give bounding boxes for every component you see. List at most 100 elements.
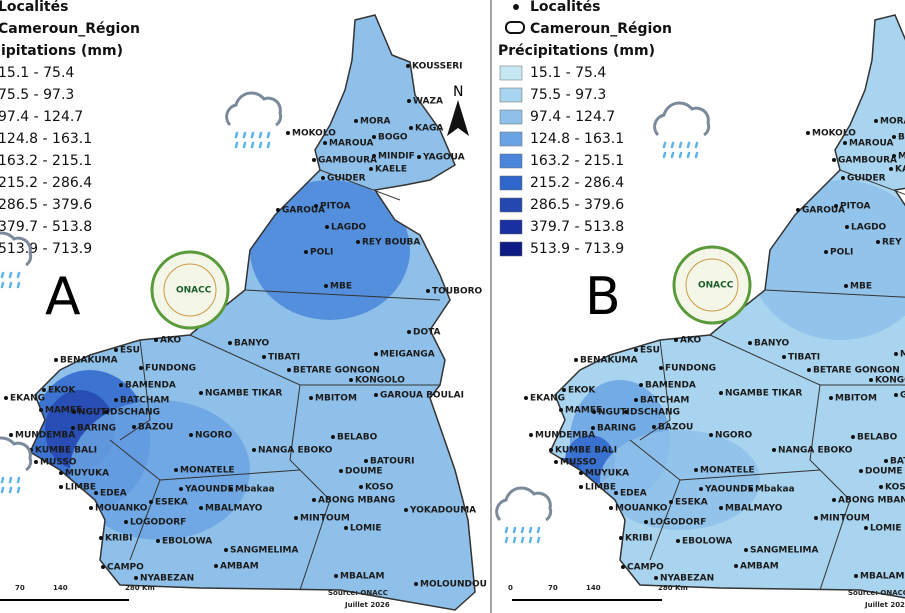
locality-dot — [287, 368, 291, 372]
locality-dot — [132, 425, 136, 429]
locality-dot — [34, 460, 38, 464]
source-label: Source: ONACC — [328, 589, 388, 597]
locality-label: KRIBI — [625, 534, 652, 544]
locality-label: EKOK — [568, 386, 596, 396]
region-symbol — [505, 21, 525, 34]
locality-label: DOUME — [345, 467, 383, 477]
locality-dot — [325, 225, 329, 229]
locality-label: PITOA — [320, 202, 350, 212]
locality-label: BANYO — [234, 339, 270, 349]
legend-regions: Cameroun_Région — [530, 21, 672, 37]
rain-drop — [16, 281, 21, 289]
region-border — [639, 339, 671, 441]
locality-dot — [734, 564, 738, 568]
locality-dot — [559, 408, 563, 412]
locality-dot — [609, 506, 613, 510]
legend-label: 513.9 - 713.9 — [530, 241, 624, 257]
locality-dot — [562, 388, 566, 392]
scale-label: 280 Km — [658, 584, 688, 592]
locality-dot — [876, 240, 880, 244]
legend-label: 75.5 - 97.3 — [530, 87, 606, 103]
rain-drop — [528, 536, 533, 544]
rain-drop — [694, 151, 699, 159]
panel-b: KOUSSERIWAZAMORAKAGAMOKOLOMAROUABOGOMIND… — [495, 0, 905, 611]
locality-dot — [344, 526, 348, 530]
locality-label: WAZA — [413, 97, 443, 107]
locality-label: MBE — [330, 282, 352, 292]
legend-label: 163.2 - 215.1 — [0, 153, 92, 169]
locality-label: KOSO — [365, 483, 394, 493]
locality-dot — [845, 225, 849, 229]
legend-label: 97.4 - 124.7 — [0, 109, 83, 125]
rain-drop — [694, 141, 699, 149]
locality-label: MBITOM — [835, 394, 877, 404]
locality-dot — [321, 176, 325, 180]
scale-label: 70 — [548, 584, 558, 592]
locality-dot — [814, 516, 818, 520]
locality-dot — [409, 126, 413, 130]
locality-label: MOUANKO — [95, 504, 148, 514]
locality-label: MORA — [360, 117, 391, 127]
locality-dot — [262, 355, 266, 359]
locality-dot — [524, 396, 528, 400]
locality-dot — [349, 378, 353, 382]
rain-drop — [0, 486, 5, 494]
locality-label: MEIGANGA — [900, 350, 905, 360]
legend-localities: Localités — [0, 0, 68, 15]
locality-label: BENAKUMA — [60, 356, 118, 366]
rain-drop — [0, 271, 5, 279]
locality-dot — [892, 135, 896, 139]
locality-label: MUYUKA — [65, 469, 109, 479]
rain-drop — [504, 526, 509, 534]
date-label: Juillet 2026 — [864, 601, 905, 609]
locality-label: GAROUA BOULAI — [380, 391, 464, 401]
locality-dot — [748, 341, 752, 345]
locality-label: AMBAM — [220, 562, 259, 572]
locality-dot — [744, 548, 748, 552]
locality-dot — [894, 352, 898, 356]
locality-dot — [114, 398, 118, 402]
rain-cloud — [225, 91, 283, 127]
locality-dot — [574, 358, 578, 362]
logo — [150, 250, 230, 330]
rain-drop — [234, 131, 239, 139]
locality-label: BANYO — [754, 339, 790, 349]
locality-dot — [309, 396, 313, 400]
locality-label: KOSO — [885, 483, 905, 493]
locality-dot — [864, 526, 868, 530]
locality-label: DOUME — [865, 467, 903, 477]
region-border — [679, 469, 821, 481]
locality-label: GAROUA — [282, 206, 325, 216]
locality-dot — [304, 250, 308, 254]
locality-label: MAROUA — [849, 139, 894, 149]
locality-label: MUYUKA — [585, 469, 629, 479]
locality-dot — [252, 448, 256, 452]
locality-dot — [869, 378, 873, 382]
locality-label: PITOA — [840, 202, 870, 212]
locality-label: BARING — [77, 424, 116, 434]
logo-text: ONACC — [176, 286, 212, 296]
locality-label: YAGOUA — [422, 153, 465, 163]
locality-dot — [719, 506, 723, 510]
locality-dot — [851, 435, 855, 439]
locality-label: EDEA — [100, 489, 127, 499]
scale-label: 70 — [15, 584, 25, 592]
rain-drop — [8, 486, 13, 494]
locality-label: BATOURI — [370, 457, 415, 467]
locality-label: NANGA EBOKO — [258, 446, 333, 456]
locality-dot — [359, 485, 363, 489]
locality-dot — [579, 471, 583, 475]
locality-dot — [832, 498, 836, 502]
locality-dot — [634, 348, 638, 352]
locality-label: LOMIE — [870, 524, 902, 534]
locality-label: KUMBE BALI — [35, 446, 97, 456]
locality-dot — [407, 330, 411, 334]
locality-dot — [676, 539, 680, 543]
locality-label: GAMBOURA — [318, 156, 377, 166]
rain-drop — [16, 476, 21, 484]
locality-dot — [624, 410, 628, 414]
locality-dot — [426, 289, 430, 293]
locality-dot — [9, 433, 13, 437]
rain-drop — [520, 536, 525, 544]
